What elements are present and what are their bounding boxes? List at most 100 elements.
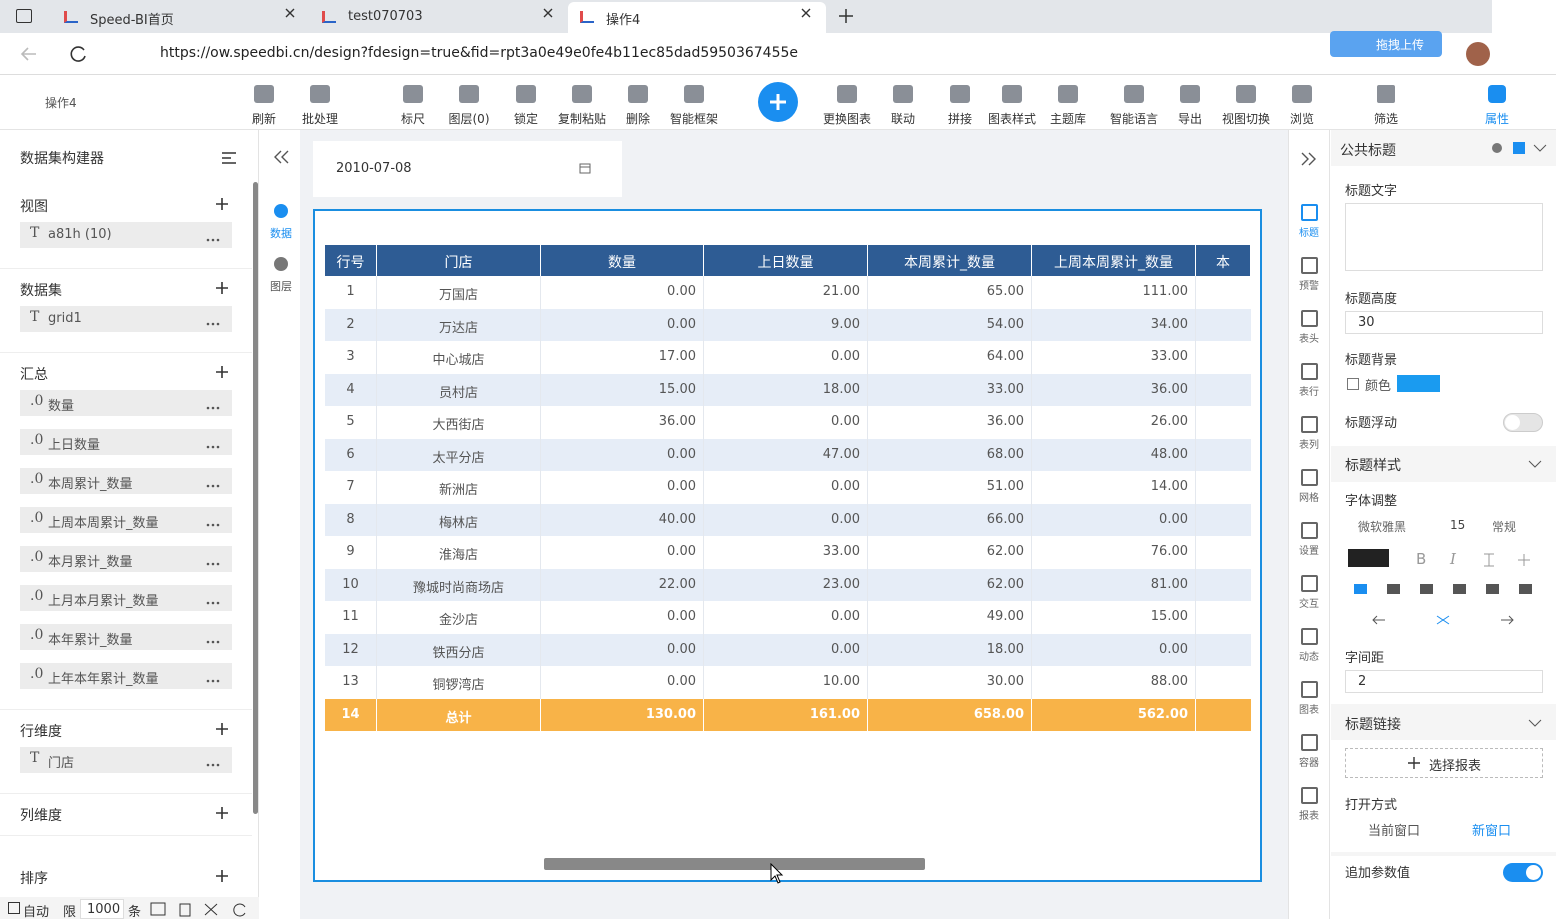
- section-add[interactable]: [215, 365, 229, 383]
- weight-select[interactable]: 常规: [1492, 518, 1516, 535]
- strip-icon[interactable]: [1301, 310, 1318, 327]
- strip-label[interactable]: 标题: [1299, 224, 1319, 239]
- side-tab-label[interactable]: 数据: [270, 225, 292, 241]
- style-button[interactable]: I: [1450, 550, 1456, 568]
- toolbar-button[interactable]: 复制粘贴: [552, 80, 612, 128]
- title-textarea[interactable]: [1345, 203, 1543, 271]
- side-tab-label[interactable]: 图层: [270, 278, 292, 294]
- field-item[interactable]: .0上周本周累计_数量: [20, 507, 232, 533]
- strip-label[interactable]: 图表: [1299, 701, 1319, 716]
- strip-label[interactable]: 动态: [1299, 648, 1319, 663]
- side-tab-icon[interactable]: [274, 257, 288, 271]
- add-button[interactable]: [758, 82, 798, 122]
- toolbar-button[interactable]: 更换图表: [817, 80, 877, 128]
- strip-icon[interactable]: [1301, 363, 1318, 380]
- strip-label[interactable]: 容器: [1299, 754, 1319, 769]
- field-item[interactable]: Tgrid1: [20, 306, 232, 332]
- browser-tab[interactable]: 操作4: [568, 2, 826, 33]
- strip-icon[interactable]: [1301, 522, 1318, 539]
- toolbar-button[interactable]: 批处理: [290, 80, 350, 128]
- toolbar-button[interactable]: 智能框架: [664, 80, 724, 128]
- field-item[interactable]: .0上日数量: [20, 429, 232, 455]
- toolbar-button[interactable]: 拼接: [930, 80, 990, 128]
- strip-label[interactable]: 交互: [1299, 595, 1319, 610]
- strip-expand[interactable]: [1301, 152, 1317, 170]
- toolbar-button[interactable]: 图层(0): [439, 80, 499, 128]
- spacing-input[interactable]: 2: [1345, 670, 1543, 693]
- h-scrollbar[interactable]: [544, 858, 925, 870]
- style-button[interactable]: B: [1416, 550, 1426, 568]
- strip-label[interactable]: 报表: [1299, 807, 1319, 822]
- strip-icon[interactable]: [1301, 681, 1318, 698]
- strip-icon[interactable]: [1301, 787, 1318, 804]
- section-add[interactable]: [215, 197, 229, 215]
- field-item[interactable]: .0上年本年累计_数量: [20, 663, 232, 689]
- limit-input[interactable]: 1000: [80, 899, 124, 919]
- field-item[interactable]: .0数量: [20, 390, 232, 416]
- collapse-icon[interactable]: [221, 151, 237, 169]
- strip-label[interactable]: 设置: [1299, 542, 1319, 557]
- toolbar-button[interactable]: 视图切换: [1216, 80, 1276, 128]
- font-color[interactable]: [1348, 549, 1389, 567]
- strip-label[interactable]: 表列: [1299, 436, 1319, 451]
- field-type: .0: [30, 588, 43, 604]
- float-toggle[interactable]: [1503, 413, 1543, 432]
- select-report-button[interactable]: 选择报表: [1345, 748, 1543, 778]
- toolbar-button[interactable]: 属性: [1467, 80, 1527, 128]
- size-input[interactable]: 15: [1450, 518, 1465, 532]
- browser-tab[interactable]: test070703: [310, 2, 568, 33]
- font-select[interactable]: 微软雅黑: [1358, 518, 1406, 535]
- toolbar-button[interactable]: 标尺: [383, 80, 443, 128]
- color-swatch[interactable]: [1397, 375, 1440, 392]
- field-item[interactable]: T门店: [20, 747, 232, 773]
- field-item[interactable]: .0上月本月累计_数量: [20, 585, 232, 611]
- table-cell: 0.00: [704, 601, 868, 634]
- strip-icon[interactable]: [1301, 575, 1318, 592]
- toolbar-button[interactable]: 浏览: [1272, 80, 1332, 128]
- side-collapse[interactable]: [273, 150, 289, 168]
- toolbar-button[interactable]: 主题库: [1038, 80, 1098, 128]
- current-window[interactable]: 当前窗口: [1368, 820, 1420, 839]
- strip-label[interactable]: 表头: [1299, 330, 1319, 345]
- toolbar-button[interactable]: 联动: [873, 80, 933, 128]
- strip-icon[interactable]: [1301, 204, 1318, 221]
- color-checkbox[interactable]: [1347, 378, 1359, 390]
- prop-label: 标题文字: [1345, 180, 1397, 199]
- toolbar-icon: [254, 85, 274, 103]
- append-toggle[interactable]: [1503, 863, 1543, 882]
- height-input[interactable]: 30: [1345, 311, 1543, 334]
- toolbar-button[interactable]: 图表样式: [982, 80, 1042, 128]
- toolbar-button[interactable]: 导出: [1160, 80, 1220, 128]
- strip-icon[interactable]: [1301, 469, 1318, 486]
- strip-label[interactable]: 预警: [1299, 277, 1319, 292]
- table-cell: 62.00: [868, 536, 1032, 569]
- field-item[interactable]: Ta81h (10): [20, 222, 232, 248]
- field-item[interactable]: .0本月累计_数量: [20, 546, 232, 572]
- table-cell: 0.00: [541, 309, 704, 342]
- strip-icon[interactable]: [1301, 734, 1318, 751]
- section-add[interactable]: [215, 869, 229, 887]
- strip-icon[interactable]: [1301, 628, 1318, 645]
- field-item[interactable]: .0本周累计_数量: [20, 468, 232, 494]
- upload-button[interactable]: 拖拽上传: [1330, 31, 1442, 57]
- side-tab-icon[interactable]: [274, 204, 288, 218]
- strip-label[interactable]: 表行: [1299, 383, 1319, 398]
- url[interactable]: https://ow.speedbi.cn/design?fdesign=tru…: [160, 45, 798, 61]
- toolbar-button[interactable]: 智能语言: [1104, 80, 1164, 128]
- strip-icon[interactable]: [1301, 257, 1318, 274]
- new-tab[interactable]: [838, 8, 854, 28]
- section-add[interactable]: [215, 806, 229, 824]
- strip-icon[interactable]: [1301, 416, 1318, 433]
- toolbar-button[interactable]: 筛选: [1356, 80, 1416, 128]
- new-window[interactable]: 新窗口: [1472, 820, 1511, 839]
- auto-checkbox[interactable]: [8, 902, 20, 914]
- field-item[interactable]: .0本年累计_数量: [20, 624, 232, 650]
- toolbar-button[interactable]: 锁定: [496, 80, 556, 128]
- section-add[interactable]: [215, 281, 229, 299]
- browser-tab[interactable]: Speed-BI首页: [52, 2, 310, 33]
- toolbar-button[interactable]: 删除: [608, 80, 668, 128]
- field-type: T: [30, 225, 39, 241]
- strip-label[interactable]: 网格: [1299, 489, 1319, 504]
- section-add[interactable]: [215, 722, 229, 740]
- toolbar-button[interactable]: 刷新: [234, 80, 294, 128]
